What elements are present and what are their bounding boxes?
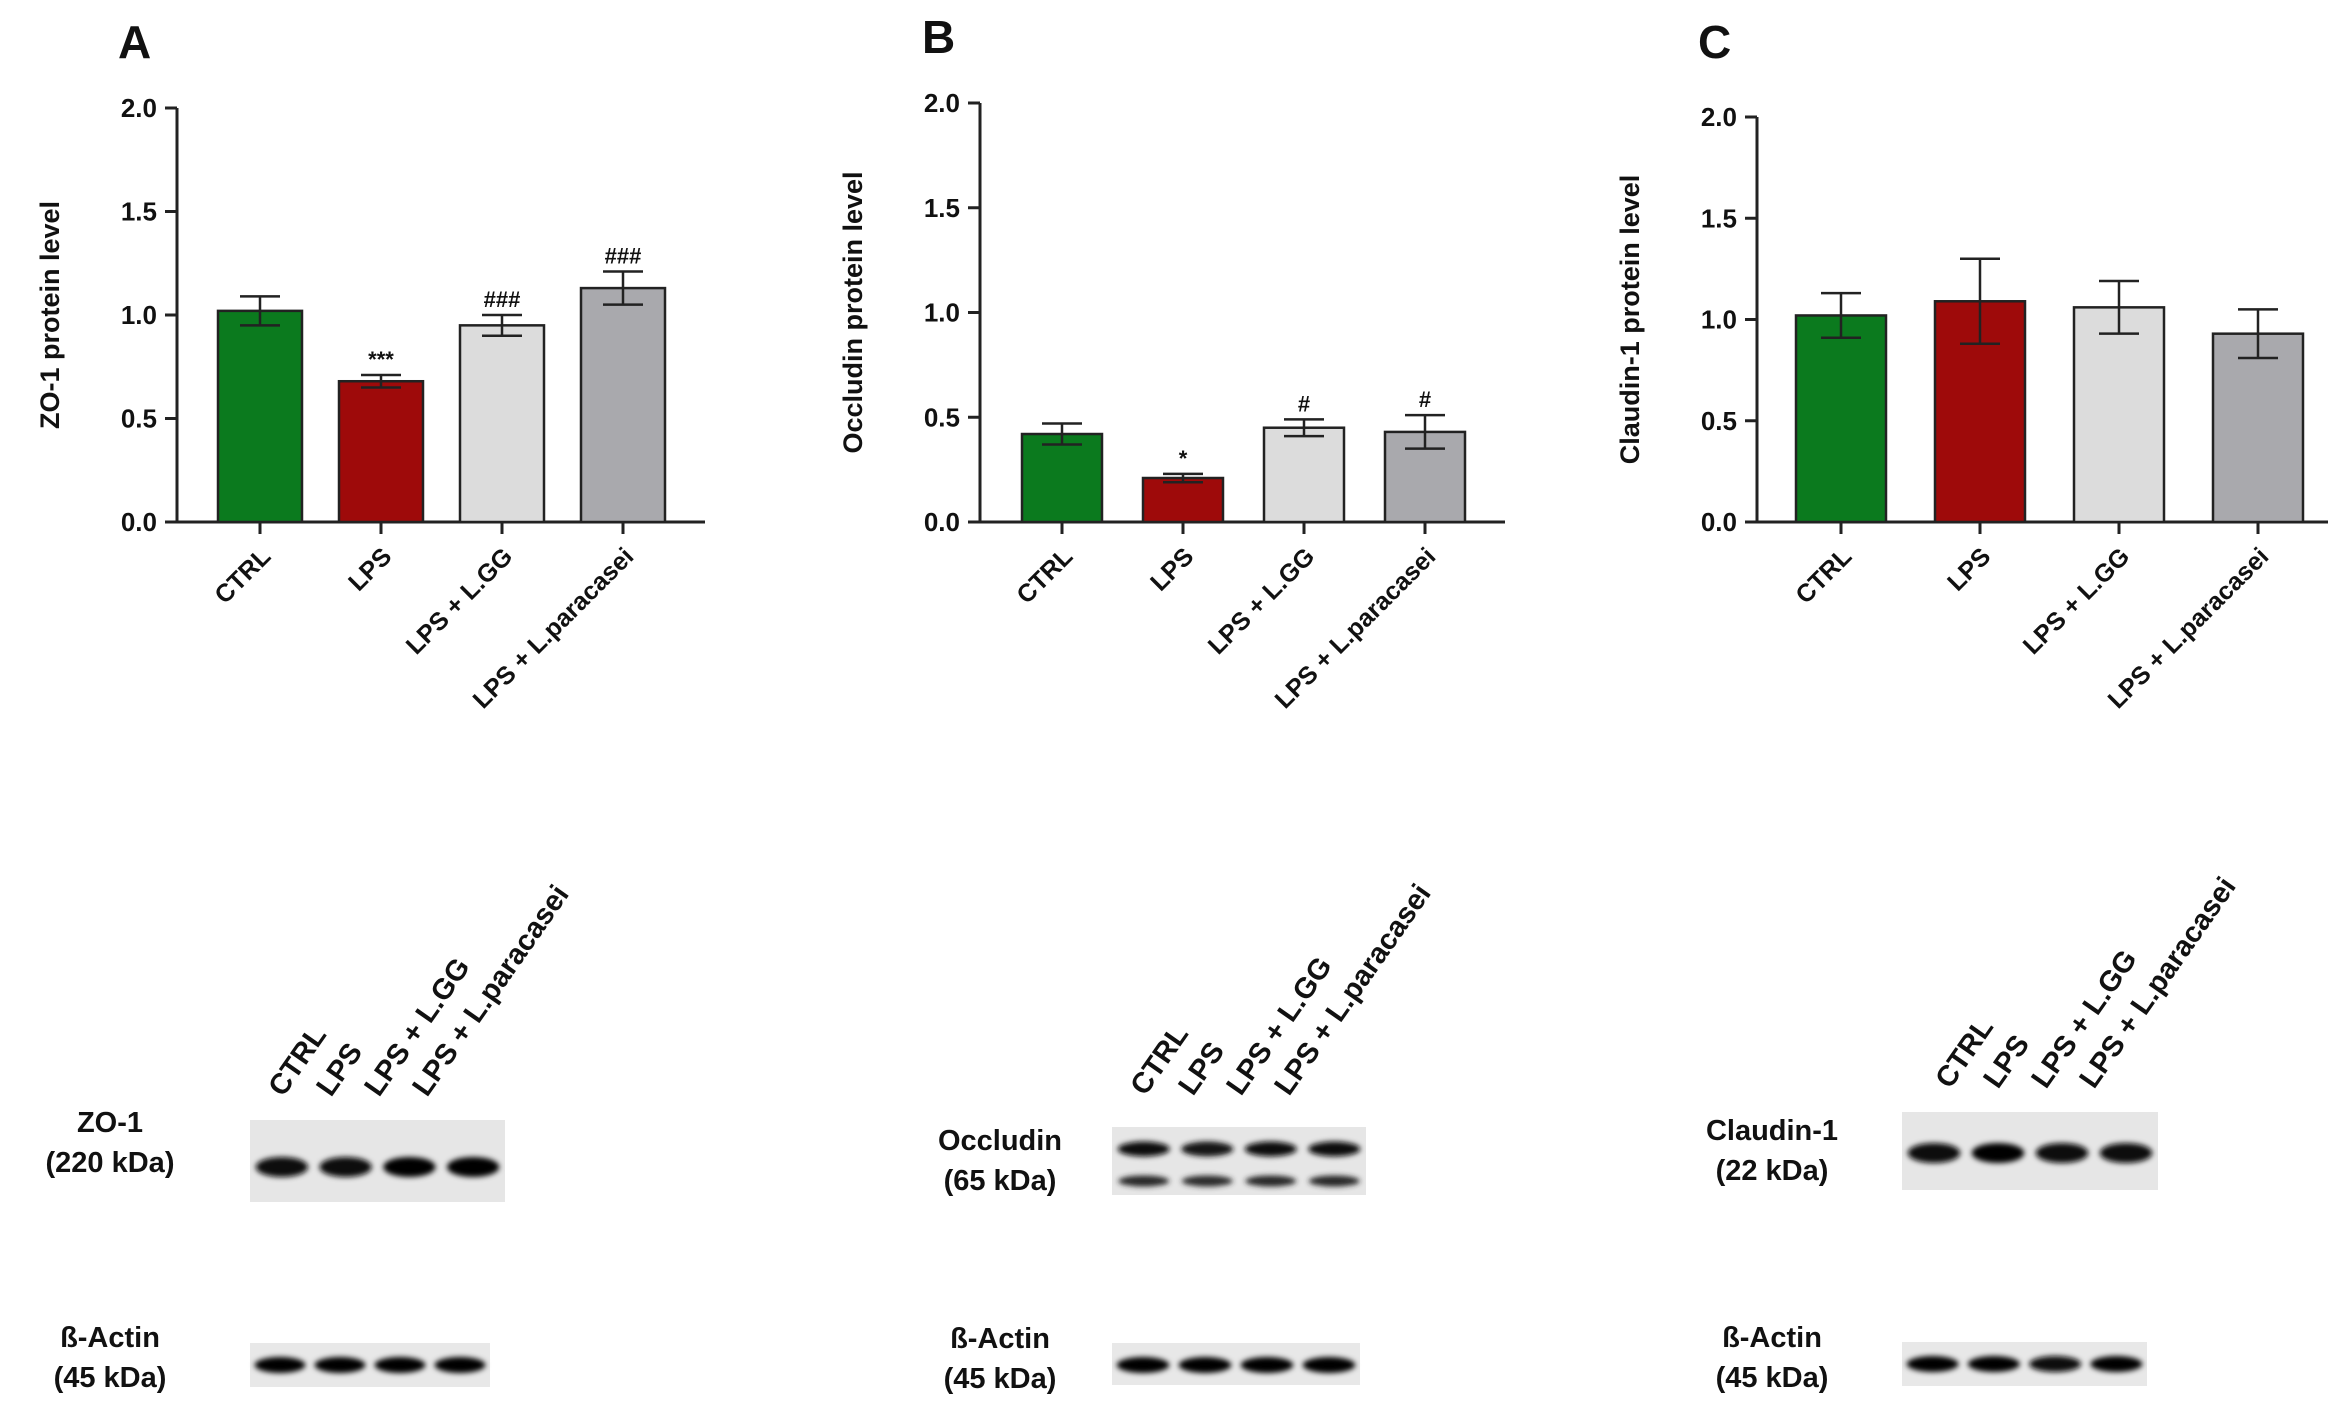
panel-letter: B	[922, 11, 955, 63]
chart-panel-a: A 0.0 0.5 1.0 1.5 2.0 ZO-1 protein level CTRL **…	[35, 16, 705, 714]
y-tick-label: 2.0	[121, 93, 157, 123]
blot-band	[1967, 1356, 2020, 1372]
blot-band	[1244, 1141, 1297, 1157]
blot-actin-name: ß-Actin	[950, 1323, 1050, 1355]
blot-band	[1181, 1141, 1234, 1157]
panel-letter: A	[118, 16, 151, 68]
blot-actin-size: (45 kDa)	[54, 1362, 167, 1394]
blot-target-size: (65 kDa)	[944, 1165, 1057, 1197]
blot-band	[254, 1357, 306, 1373]
blot-band	[1117, 1141, 1170, 1157]
bar-1	[1020, 432, 1104, 524]
blot-band	[374, 1357, 426, 1373]
significance-mark: #	[1419, 387, 1431, 412]
x-tick-label: LPS + L.GG	[401, 542, 519, 660]
y-axis-label: ZO-1 protein level	[35, 201, 65, 429]
blot-band	[314, 1357, 366, 1373]
bar-2	[1141, 476, 1225, 524]
y-tick-label: 1.5	[1701, 203, 1737, 233]
bar-3	[2072, 306, 2166, 524]
blot-band	[1245, 1175, 1297, 1187]
blot-target-name: ZO-1	[77, 1107, 143, 1139]
blot-band	[1240, 1357, 1294, 1373]
x-tick-label: CTRL	[1011, 542, 1078, 609]
blot-target-name: Claudin-1	[1706, 1115, 1838, 1147]
blot-band	[1907, 1143, 1961, 1163]
significance-mark: ###	[484, 287, 521, 312]
blot-band	[2029, 1356, 2082, 1372]
x-tick-label: LPS + L.GG	[1203, 542, 1321, 660]
blot-band	[2035, 1143, 2089, 1163]
blot-band	[1118, 1175, 1170, 1187]
blot-band	[1178, 1357, 1232, 1373]
blot-target-name: Occludin	[938, 1125, 1062, 1157]
y-tick-label: 2.0	[924, 88, 960, 118]
x-tick-label: CTRL	[209, 542, 276, 609]
chart-panel-c: C 0.0 0.5 1.0 1.5 2.0 Claudin-1 protein level C…	[1615, 16, 2328, 714]
blot-band	[1971, 1143, 2025, 1163]
blot-actin-size: (45 kDa)	[1716, 1362, 1829, 1394]
y-tick-label: 1.0	[1701, 305, 1737, 335]
significance-mark: ***	[368, 347, 394, 372]
y-tick-label: 1.5	[121, 197, 157, 227]
blot-target-size: (22 kDa)	[1716, 1155, 1829, 1187]
x-tick-label: LPS	[1942, 542, 1996, 596]
y-tick-label: 1.5	[924, 193, 960, 223]
blot-target-size: (220 kDa)	[46, 1147, 175, 1179]
chart-panel-b: B 0.0 0.5 1.0 1.5 2.0 Occludin protein level CT…	[838, 11, 1505, 714]
y-axis-label: Occludin protein level	[838, 171, 868, 453]
blot-actin-name: ß-Actin	[60, 1322, 160, 1354]
y-tick-label: 0.0	[1701, 507, 1737, 537]
blot-band	[1181, 1175, 1233, 1187]
blot-band	[434, 1357, 486, 1373]
bar-2	[337, 379, 425, 524]
blot-band	[1116, 1357, 1170, 1373]
y-tick-label: 0.0	[924, 507, 960, 537]
blot-band	[383, 1157, 436, 1177]
blot-band	[1906, 1356, 1959, 1372]
blot-actin-name: ß-Actin	[1722, 1322, 1822, 1354]
blot-band	[1302, 1357, 1356, 1373]
x-tick-label: LPS + L.GG	[2018, 542, 2136, 660]
bar-1	[216, 309, 304, 524]
blot-band	[2099, 1143, 2153, 1163]
blot-band	[1308, 1141, 1361, 1157]
blot-band	[255, 1157, 309, 1177]
x-tick-label: CTRL	[1790, 542, 1857, 609]
y-tick-label: 1.0	[924, 298, 960, 328]
x-tick-label: LPS	[343, 542, 397, 596]
y-tick-label: 0.5	[924, 402, 960, 432]
x-tick-label: LPS	[1145, 542, 1199, 596]
blot-band	[319, 1157, 372, 1177]
y-tick-label: 0.5	[1701, 406, 1737, 436]
bar-4	[579, 286, 667, 524]
blot-actin-size: (45 kDa)	[944, 1363, 1057, 1395]
blot-band	[1308, 1175, 1360, 1187]
panel-letter: C	[1698, 16, 1731, 68]
bar-3	[458, 324, 546, 524]
bar-4	[2211, 332, 2305, 524]
y-tick-label: 1.0	[121, 300, 157, 330]
blot-band	[446, 1157, 500, 1177]
y-tick-label: 2.0	[1701, 102, 1737, 132]
bar-1	[1794, 314, 1888, 524]
significance-mark: #	[1298, 391, 1310, 416]
charts-layer: A0.00.51.01.52.0ZO-1 protein levelCTRL**…	[35, 11, 2328, 714]
significance-mark: ###	[605, 244, 642, 269]
blot-band	[2090, 1356, 2143, 1372]
y-tick-label: 0.0	[121, 507, 157, 537]
significance-mark: *	[1179, 446, 1188, 471]
bar-3	[1262, 426, 1346, 524]
y-axis-label: Claudin-1 protein level	[1615, 175, 1645, 465]
y-tick-label: 0.5	[121, 404, 157, 434]
